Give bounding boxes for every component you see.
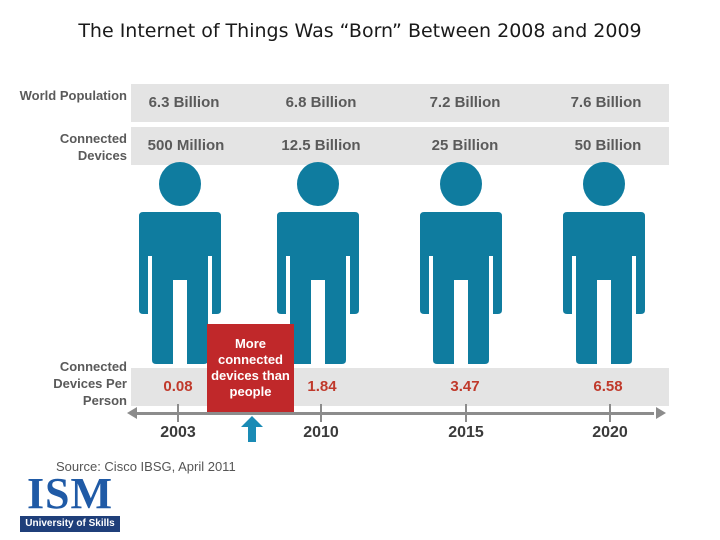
ism-logo: ISM University of Skills	[20, 472, 120, 532]
world-population-label-text: World Population	[19, 88, 127, 103]
world-population-label: World Population	[7, 87, 127, 104]
world-population-band	[131, 84, 669, 122]
up-arrow-icon	[241, 416, 263, 442]
devices-per-person-value: 1.84	[307, 378, 337, 395]
slide-title: The Internet of Things Was “Born” Betwee…	[78, 20, 642, 42]
timeline-year: 2010	[303, 424, 339, 441]
world-population-value: 7.6 Billion	[570, 94, 642, 111]
connected-devices-band	[131, 127, 669, 165]
timeline-year: 2020	[592, 424, 628, 441]
connected-devices-value: 50 Billion	[574, 137, 642, 154]
devices-per-person-label-text: Connected Devices Per Person	[53, 359, 127, 408]
person-icon	[277, 162, 359, 364]
devices-per-person-value: 0.08	[163, 378, 193, 395]
connected-devices-value: 500 Million	[147, 137, 225, 154]
timeline-tick	[177, 404, 179, 422]
connected-devices-value: 25 Billion	[431, 137, 499, 154]
callout-text: More connected devices than people	[211, 336, 290, 399]
devices-per-person-label: Connected Devices Per Person	[27, 358, 127, 409]
logo-main-text: ISM	[26, 469, 114, 518]
connected-devices-value: 12.5 Billion	[281, 137, 361, 154]
person-icon	[420, 162, 502, 364]
axis-left-arrow-icon	[127, 407, 137, 419]
devices-per-person-value: 6.58	[593, 378, 623, 395]
person-icon	[139, 162, 221, 364]
world-population-value: 6.8 Billion	[285, 94, 357, 111]
logo-sub-text: University of Skills	[20, 516, 120, 532]
source-note: Source: Cisco IBSG, April 2011	[56, 459, 236, 474]
timeline-tick	[320, 404, 322, 422]
timeline-axis	[134, 412, 654, 415]
person-icon	[563, 162, 645, 364]
timeline-year: 2015	[448, 424, 484, 441]
axis-right-arrow-icon	[656, 407, 666, 419]
timeline-year: 2003	[160, 424, 196, 441]
connected-devices-label: Connected Devices	[27, 130, 127, 164]
timeline-tick	[609, 404, 611, 422]
world-population-value: 6.3 Billion	[148, 94, 220, 111]
timeline-tick	[465, 404, 467, 422]
more-devices-callout: More connected devices than people	[207, 324, 294, 412]
devices-per-person-value: 3.47	[450, 378, 480, 395]
connected-devices-label-text: Connected Devices	[59, 131, 127, 163]
world-population-value: 7.2 Billion	[429, 94, 501, 111]
